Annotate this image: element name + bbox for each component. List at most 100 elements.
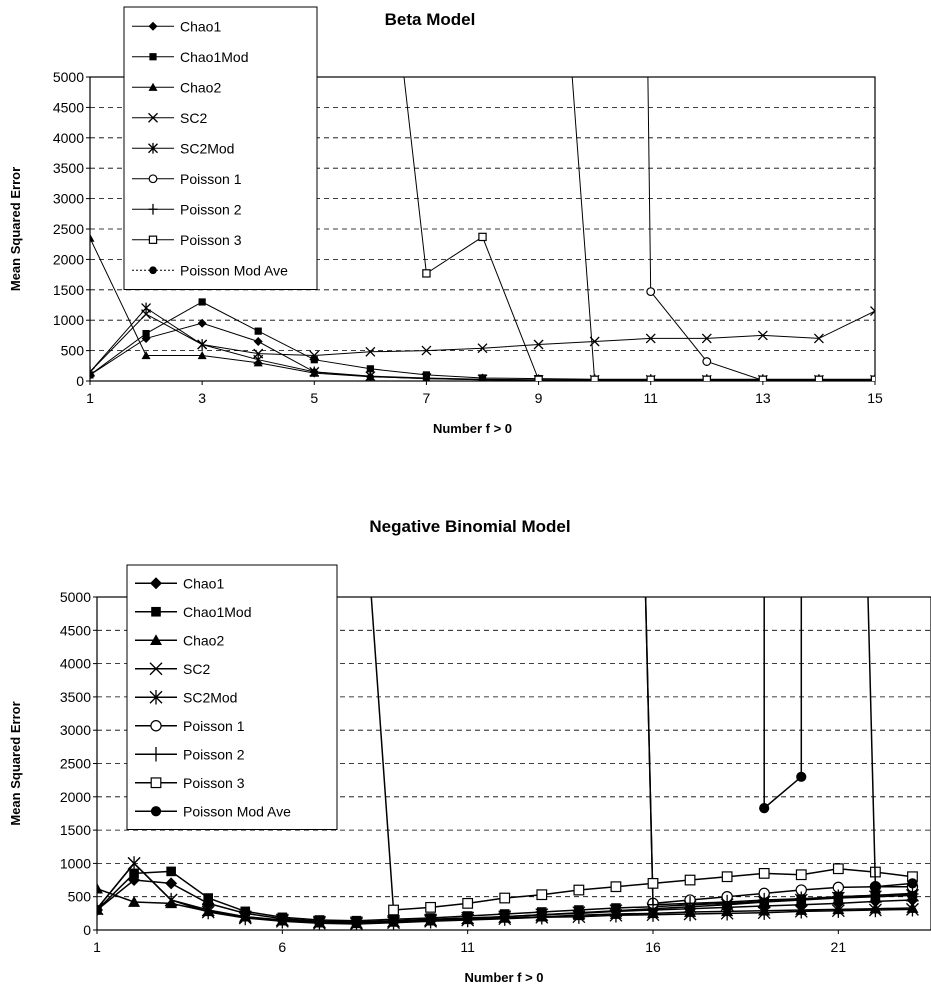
data-point (197, 350, 207, 360)
y-tick-label: 3500 (53, 160, 84, 176)
legend-entry: Chao1 (183, 575, 224, 591)
series-sc2mod (97, 856, 919, 930)
data-point (609, 908, 623, 923)
legend-entry: SC2 (183, 661, 210, 677)
data-point (477, 373, 488, 381)
y-tick-label: 2500 (53, 221, 84, 237)
data-point (461, 912, 475, 928)
data-point (646, 287, 656, 297)
legend-entry: Chao1Mod (183, 604, 252, 620)
data-point (424, 914, 438, 929)
series-group (97, 597, 919, 930)
series-line (763, 597, 803, 810)
x-tick-label: 1 (86, 390, 94, 406)
data-point (758, 892, 771, 908)
x-tick-label: 1 (93, 939, 101, 955)
series-poisson-2 (571, 77, 875, 381)
y-tick-label: 4000 (60, 656, 91, 672)
data-point (129, 868, 139, 879)
data-point (309, 366, 320, 378)
legend: Chao1 Chao1Mod Chao2 SC2 SC2Mod Poisson 1 Pois… (123, 6, 318, 290)
x-tick-label: 15 (867, 390, 883, 406)
y-tick-label: 3000 (53, 191, 84, 207)
data-point (90, 233, 95, 242)
data-point (906, 902, 919, 917)
data-point (350, 916, 363, 930)
y-tick-label: 3000 (60, 722, 91, 738)
data-point (90, 366, 95, 378)
y-tick-label: 5000 (60, 589, 91, 605)
legend-marker (148, 235, 158, 244)
data-point (421, 345, 432, 356)
series-line (867, 597, 913, 888)
data-point (684, 874, 696, 886)
legend-marker (148, 174, 158, 184)
legend-entry: Poisson 2 (183, 746, 245, 762)
x-axis-label: Number f > 0 (433, 421, 512, 436)
data-point (365, 370, 376, 381)
data-point (702, 375, 711, 381)
data-point (197, 339, 208, 350)
y-tick-label: 500 (68, 889, 92, 905)
data-point (127, 856, 141, 871)
data-point (141, 350, 151, 360)
x-tick-label: 11 (643, 390, 658, 406)
data-point (165, 877, 178, 890)
y-tick-label: 3500 (60, 689, 91, 705)
data-point (647, 877, 659, 889)
data-point (198, 298, 206, 306)
series-line (647, 77, 875, 381)
y-axis-label: Mean Squared Error (8, 701, 23, 825)
legend-entry: Poisson 3 (183, 775, 245, 791)
y-tick-label: 1500 (60, 822, 91, 838)
data-point (684, 896, 697, 911)
data-point (610, 881, 622, 893)
legend-marker (151, 606, 161, 617)
legend-entry: SC2Mod (183, 689, 237, 705)
y-tick-label: 4000 (53, 130, 84, 146)
legend-marker (149, 690, 163, 705)
series-line (90, 307, 875, 381)
data-point (533, 339, 544, 350)
legend-entry: Chao1 (180, 18, 221, 34)
legend-entry: Poisson 1 (183, 718, 245, 734)
data-point (757, 905, 771, 920)
data-point (573, 884, 585, 896)
legend-marker (149, 266, 157, 275)
y-tick-label: 1000 (60, 855, 91, 871)
data-point (310, 356, 318, 364)
legend-marker (148, 203, 158, 215)
data-point (795, 891, 808, 906)
legend-entry: Poisson Mod Ave (183, 803, 291, 819)
y-tick-label: 2000 (53, 251, 84, 267)
legend-marker (150, 806, 162, 817)
legend-marker (148, 112, 158, 123)
y-tick-label: 500 (61, 343, 85, 359)
y-tick-label: 0 (76, 373, 84, 389)
data-point (90, 371, 94, 379)
series-line (403, 77, 875, 381)
data-point (366, 365, 374, 373)
legend-entry: Poisson 2 (180, 201, 242, 217)
data-point (387, 915, 400, 930)
legend-marker (149, 662, 163, 676)
data-point (758, 867, 770, 879)
data-point (312, 916, 326, 930)
data-point (796, 771, 807, 782)
series-group (90, 77, 875, 381)
data-point (201, 904, 215, 920)
legend-entry: Chao2 (183, 632, 224, 648)
x-tick-label: 9 (535, 390, 543, 406)
legend-entry: Chao1Mod (180, 49, 249, 65)
y-axis-label: Mean Squared Error (8, 167, 23, 291)
data-point (425, 901, 436, 913)
data-point (870, 375, 875, 381)
x-tick-label: 13 (755, 390, 771, 406)
data-point (142, 329, 150, 338)
data-point (646, 375, 655, 381)
data-point (97, 901, 104, 916)
data-point (128, 896, 141, 907)
chart-0: Beta Model 0 500 1000 1500 2000 2500 3000 3500 40… (8, 6, 883, 436)
x-tick-label: 3 (198, 390, 206, 406)
